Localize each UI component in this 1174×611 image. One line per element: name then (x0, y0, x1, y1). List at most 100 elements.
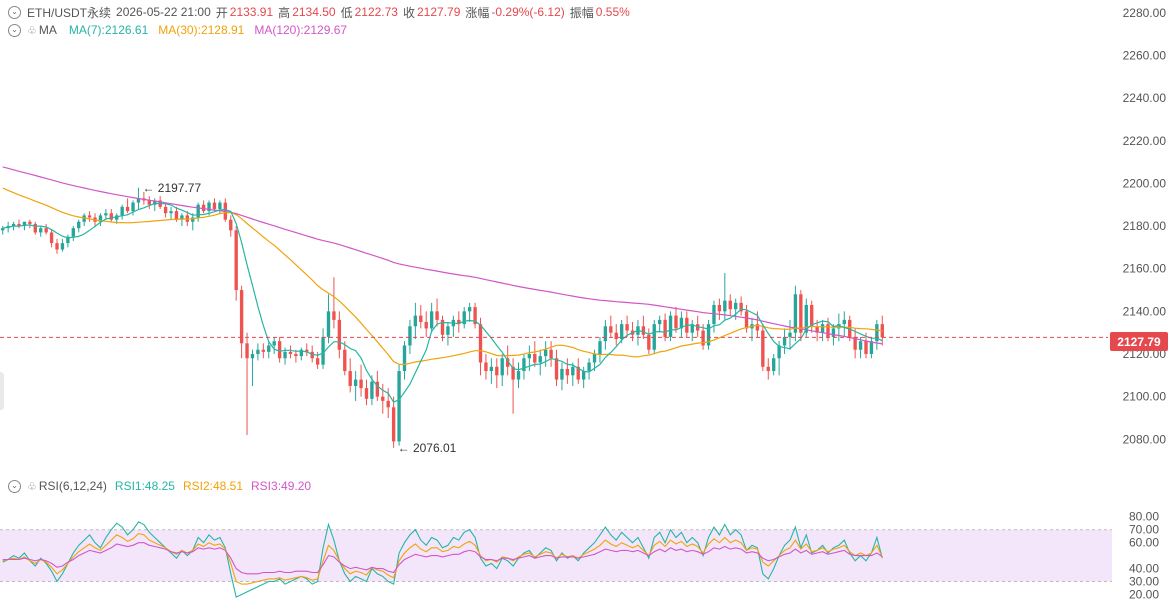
candle-body (858, 341, 863, 350)
close-label: 收 (402, 5, 415, 20)
ma30-legend: MA(30):2128.91 (158, 23, 245, 37)
candle-body (370, 381, 374, 399)
candle-body (500, 358, 504, 376)
candle-body (163, 206, 168, 214)
candle-body (87, 215, 92, 218)
candle-body (690, 324, 694, 333)
rsi-axis-tick: 60.00 (1129, 536, 1159, 550)
price-axis-tick: 2240.00 (1123, 91, 1167, 105)
candle-body (147, 200, 151, 205)
bell-icon[interactable]: ♧ (27, 480, 37, 493)
candle-body (429, 311, 434, 329)
ma7-legend: MA(7):2126.61 (68, 23, 149, 37)
candle-body (696, 324, 700, 331)
candle-body (717, 304, 722, 312)
price-axis-tick: 2200.00 (1123, 176, 1167, 190)
panel-drag-handle[interactable] (0, 372, 4, 410)
candle-body (446, 326, 450, 335)
low-label: 低 (340, 5, 353, 20)
rsi-axis-tick: 30.00 (1129, 575, 1159, 589)
candle-body (28, 221, 32, 224)
candle-body (359, 379, 363, 389)
candle-body (755, 324, 760, 331)
chevron-down-icon[interactable]: ⌄ (8, 23, 21, 37)
candle-body (489, 366, 494, 372)
candle-body (305, 349, 309, 352)
candle-body (424, 322, 428, 329)
candle-body (799, 294, 803, 333)
rsi2-legend: RSI2:48.51 (182, 479, 244, 493)
extreme-price-annotation: ← 2197.77 (142, 181, 201, 195)
candle-body (66, 236, 70, 244)
candle-body (125, 206, 130, 212)
candle-body (712, 304, 716, 325)
low-value: 2122.73 (354, 5, 398, 19)
bell-icon[interactable]: ♧ (27, 24, 37, 37)
candle-body (109, 213, 113, 220)
candle-body (71, 228, 75, 237)
candle-body (245, 343, 249, 359)
candle-body (701, 330, 705, 346)
candle-body (739, 302, 743, 312)
candle-body (408, 326, 412, 346)
candle-body (723, 300, 727, 312)
price-axis-tick: 2220.00 (1123, 134, 1167, 148)
candle-body (674, 315, 678, 329)
candle-body (869, 341, 874, 354)
candle-body (592, 354, 597, 363)
candle-body (728, 300, 732, 310)
chevron-down-icon[interactable]: ⌄ (8, 479, 21, 493)
candle-body (603, 326, 608, 342)
candle-body (625, 324, 629, 331)
candle-body (136, 198, 141, 203)
candle-body (744, 311, 749, 329)
candle-body (267, 345, 271, 352)
rsi-band (0, 529, 1112, 582)
extreme-price-annotation: ← 2076.01 (398, 441, 457, 455)
candle-body (440, 319, 445, 335)
candle-body (419, 315, 423, 323)
candle-body (402, 345, 407, 372)
price-axis-tick: 2180.00 (1123, 219, 1167, 233)
candle-body (212, 202, 217, 209)
candle-body (663, 319, 667, 337)
candle-body (875, 324, 879, 342)
candle-body (261, 349, 266, 352)
candle-body (120, 206, 124, 216)
candle-body (348, 371, 352, 386)
candle-body (98, 215, 103, 222)
candle-body (571, 366, 575, 376)
candle-body (734, 302, 738, 310)
candle-body (619, 324, 624, 340)
rsi-label: RSI(6,12,24) (38, 479, 107, 493)
candle-body (22, 221, 27, 227)
candle-body (641, 326, 646, 335)
candle-body (478, 324, 483, 363)
candle-body (326, 311, 331, 337)
candle-body (288, 351, 293, 354)
candle-body (505, 358, 510, 367)
candle-body (229, 219, 233, 231)
candle-body (766, 366, 770, 372)
candle-body (337, 319, 342, 350)
candle-body (174, 211, 179, 220)
candle-body (191, 217, 195, 222)
change-value: -0.29%(-6.12) (491, 5, 565, 19)
candle-body (788, 332, 792, 337)
datetime-label: 2026-05-22 21:00 (116, 5, 211, 19)
rsi-axis-tick: 70.00 (1129, 523, 1159, 537)
candle-body (516, 371, 521, 380)
candle-body (815, 326, 819, 333)
candle-body (104, 213, 108, 216)
chevron-down-icon[interactable]: ⌄ (8, 5, 21, 19)
candle-body (294, 354, 298, 357)
candle-body (435, 311, 439, 320)
candle-body (343, 349, 347, 372)
candle-body (1, 228, 5, 231)
candle-body (196, 204, 200, 218)
candle-body (864, 341, 868, 354)
candle-body (413, 315, 418, 327)
change-label: 涨幅 (465, 5, 490, 20)
ma120-legend: MA(120):2129.67 (254, 23, 348, 37)
